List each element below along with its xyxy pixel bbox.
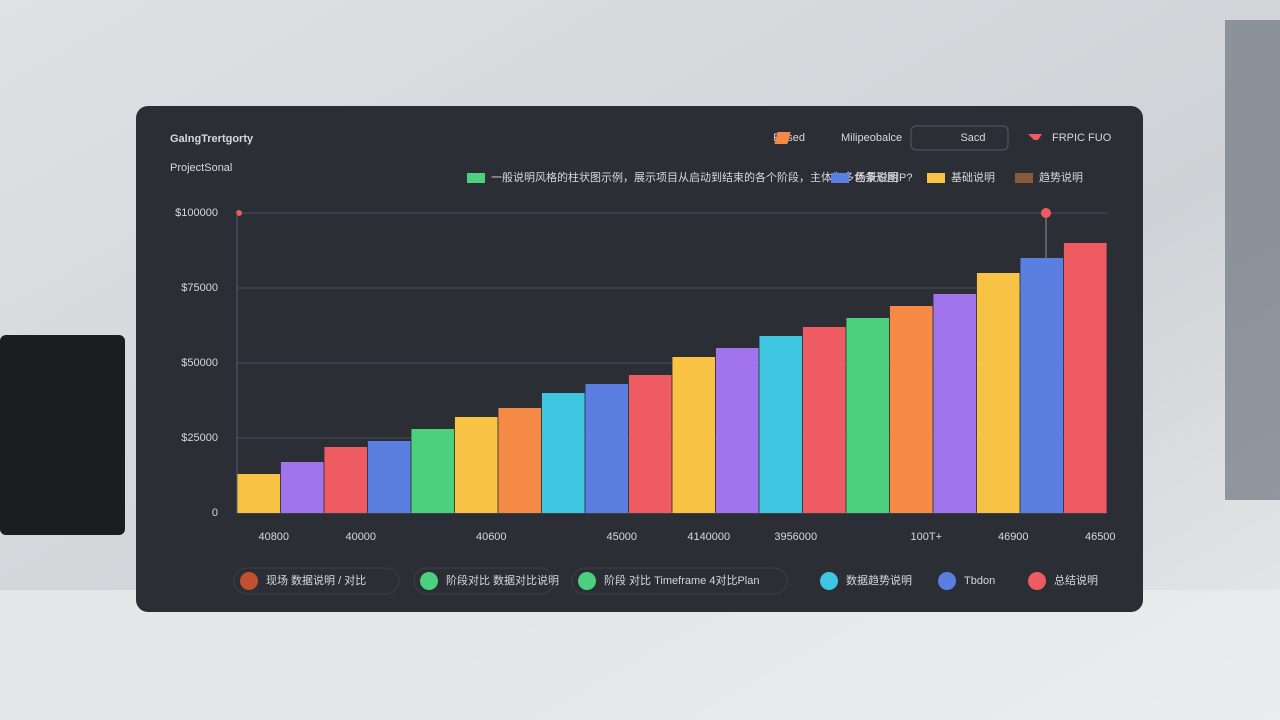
bar xyxy=(541,393,585,513)
button-label[interactable]: Sacd xyxy=(960,132,985,144)
bar xyxy=(280,462,324,513)
bar xyxy=(846,318,890,513)
chart-title: GalngTrertgorty xyxy=(170,133,254,145)
x-tick-label: 3956000 xyxy=(774,531,817,543)
bar xyxy=(1020,258,1064,513)
x-tick-label: 40600 xyxy=(476,531,507,543)
legend-label: 一般说明风格的柱状图示例，展示项目从启动到结束的各个阶段，主体为多色条形图 xyxy=(491,170,898,184)
y-tick-label: $25000 xyxy=(181,432,218,444)
bar xyxy=(411,429,455,513)
legend-label: 场景说明P? xyxy=(855,170,912,184)
bar xyxy=(1063,243,1107,513)
bar xyxy=(715,348,759,513)
footer-label: 阶段对比 数据对比说明 xyxy=(446,573,559,587)
footer-label: Tbdon xyxy=(964,575,995,587)
highlight-marker xyxy=(1041,208,1051,218)
footer-icon xyxy=(938,572,956,590)
y-tick-label: $50000 xyxy=(181,357,218,369)
bar xyxy=(324,447,368,513)
footer-chip xyxy=(233,567,400,595)
footer-chip xyxy=(571,567,788,595)
x-tick-label: 4140000 xyxy=(687,531,730,543)
control-label[interactable]: Milipeobalce xyxy=(841,132,902,144)
x-tick-label: 40000 xyxy=(345,531,376,543)
bar xyxy=(585,384,629,513)
y-tick-label: $100000 xyxy=(175,207,218,219)
control-label[interactable]: FRPIC FUO xyxy=(1052,132,1112,144)
x-tick-label: 45000 xyxy=(606,531,637,543)
bar xyxy=(976,273,1020,513)
x-tick-label: 46500 xyxy=(1085,531,1116,543)
x-tick-label: 40800 xyxy=(258,531,289,543)
footer-icon xyxy=(420,572,438,590)
footer-label: 总结说明 xyxy=(1054,573,1098,587)
footer-icon xyxy=(820,572,838,590)
bar xyxy=(237,474,281,513)
background-window xyxy=(1225,20,1280,500)
control-icon xyxy=(774,132,791,144)
footer-chip xyxy=(413,567,555,595)
footer-label: 数据趋势说明 xyxy=(846,573,912,587)
bar xyxy=(759,336,803,513)
footer-label: 阶段 对比 Timeframe 4对比Plan xyxy=(604,573,759,587)
x-tick-label: 46900 xyxy=(998,531,1029,543)
footer-icon xyxy=(1028,572,1046,590)
footer-icon xyxy=(240,572,258,590)
bar xyxy=(454,417,498,513)
bar xyxy=(672,357,716,513)
footer-label: 现场 数据说明 / 对比 xyxy=(266,573,366,587)
legend-swatch xyxy=(831,173,849,183)
chart-subtitle: ProjectSonal xyxy=(170,162,232,174)
bar xyxy=(367,441,411,513)
legend-swatch xyxy=(467,173,485,183)
bar xyxy=(933,294,977,513)
bar xyxy=(802,327,846,513)
bar xyxy=(628,375,672,513)
legend-label: 趋势说明 xyxy=(1039,170,1083,184)
control-button[interactable] xyxy=(910,125,1009,151)
control-icon xyxy=(1028,134,1042,140)
bar xyxy=(889,306,933,513)
bar xyxy=(498,408,542,513)
background-monitor xyxy=(0,335,125,535)
y-tick-label: 0 xyxy=(212,507,218,519)
footer-icon xyxy=(578,572,596,590)
legend-swatch xyxy=(1015,173,1033,183)
legend-swatch xyxy=(927,173,945,183)
x-tick-label: 100T+ xyxy=(911,531,943,543)
legend-label: 基础说明 xyxy=(951,170,995,184)
y-tick-label: $75000 xyxy=(181,282,218,294)
